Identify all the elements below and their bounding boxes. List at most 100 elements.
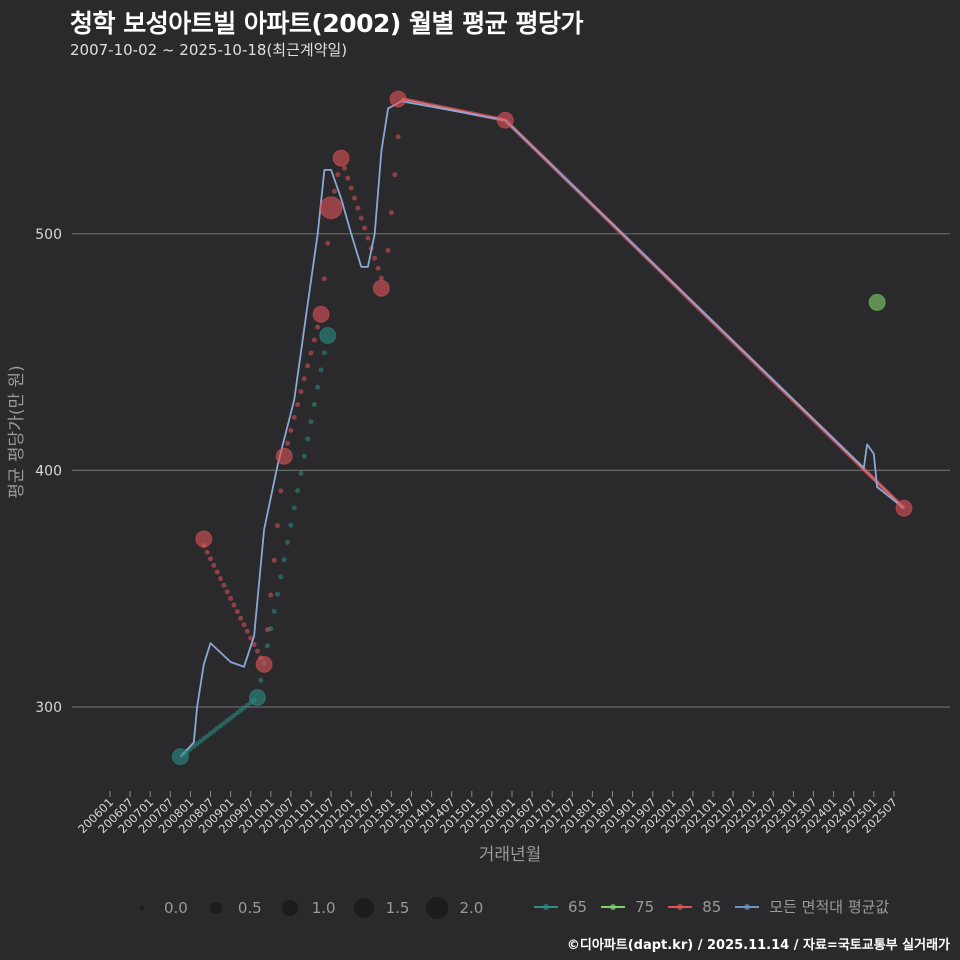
trail-dot xyxy=(224,589,230,595)
size-legend: 0.0 0.5 1.0 1.5 2.0 xyxy=(130,896,499,920)
trail-dot xyxy=(291,414,297,420)
size-circle-icon xyxy=(281,900,298,916)
data-point-85 xyxy=(496,111,514,129)
size-legend-label: 2.0 xyxy=(459,899,484,917)
trail-dot xyxy=(295,402,301,408)
trail-dot xyxy=(321,276,327,282)
trail-dot xyxy=(388,210,394,216)
color-legend-item: 85 xyxy=(668,898,721,916)
trail-dot xyxy=(318,367,324,373)
data-point-85 xyxy=(372,279,390,297)
color-legend-item: 65 xyxy=(534,898,587,916)
trail-dot xyxy=(264,627,270,633)
trail-dot xyxy=(385,247,391,253)
trail-dot xyxy=(264,643,270,649)
trail-dot xyxy=(275,591,280,597)
trail-dot xyxy=(244,628,250,634)
trail-dot xyxy=(278,488,284,494)
trail-dot xyxy=(278,574,284,580)
trail-dot xyxy=(311,401,317,407)
chart-title: 청학 보성아트빌 아파트(2002) 월별 평균 평당가 xyxy=(70,9,583,38)
trail-dot xyxy=(288,427,294,433)
line-swatch-icon xyxy=(601,903,626,910)
trail-dot xyxy=(392,172,398,178)
trail-dot xyxy=(348,185,354,191)
trail-dot xyxy=(331,188,337,194)
size-legend-label: 1.0 xyxy=(311,899,336,917)
trail-dot xyxy=(268,592,274,598)
trail-dot xyxy=(204,549,210,555)
footer-credit: ©디아파트(dapt.kr) / 2025.11.14 / 자료=국토교통부 실… xyxy=(566,938,950,953)
trail-dot xyxy=(301,376,307,382)
color-legend-item: 모든 면적대 평균값 xyxy=(735,896,889,917)
trail-dot xyxy=(251,642,257,648)
color-legend-label: 모든 면적대 평균값 xyxy=(769,898,890,916)
trail-dot xyxy=(221,582,227,588)
size-circle-icon xyxy=(353,898,374,918)
trail-dot xyxy=(211,562,217,568)
series-lines xyxy=(179,96,906,758)
trail-dot xyxy=(315,384,321,390)
size-legend-item: 0.0 xyxy=(130,896,188,920)
trail-dot xyxy=(254,648,260,654)
grid-lines xyxy=(72,233,950,708)
data-point-85 xyxy=(332,149,350,167)
trail-dot xyxy=(241,622,247,628)
chart-subtitle: 2007-10-02 ~ 2025-10-18(최근계약일) xyxy=(70,41,348,59)
trail-dot xyxy=(305,436,311,442)
trail-dot xyxy=(362,225,368,231)
data-point-85 xyxy=(389,90,407,108)
color-legend-label: 75 xyxy=(635,897,655,916)
trail-dot xyxy=(375,265,381,271)
size-legend-item: 2.0 xyxy=(425,896,483,920)
color-legend: 65 75 85 모든 면적대 평균값 xyxy=(534,896,903,917)
size-legend-item: 1.5 xyxy=(352,896,410,920)
size-circle-icon xyxy=(209,902,222,914)
size-legend-label: 1.5 xyxy=(385,899,410,917)
data-point-65 xyxy=(171,748,189,766)
trail-dot xyxy=(308,350,314,356)
trail-dot xyxy=(218,576,224,582)
size-legend-label: 0.5 xyxy=(237,899,262,917)
trail-dot xyxy=(335,172,341,178)
line-swatch-icon xyxy=(668,903,693,910)
trail-dot xyxy=(298,389,304,395)
trail-dot xyxy=(311,337,317,343)
trail-dot xyxy=(285,539,291,545)
y-tick-label: 300 xyxy=(35,700,62,716)
trail-dot xyxy=(228,595,234,601)
size-legend-label: 0.0 xyxy=(164,899,188,917)
data-point-75 xyxy=(868,293,886,311)
data-point-85 xyxy=(312,305,330,323)
color-legend-label: 65 xyxy=(568,897,588,916)
size-circle-icon xyxy=(426,897,449,919)
trail-dot xyxy=(291,505,297,511)
trail-dot xyxy=(258,677,264,683)
trail-dot xyxy=(372,255,378,261)
trail-dot xyxy=(358,215,364,221)
trail-dot xyxy=(352,195,358,201)
trail-dot xyxy=(342,165,347,171)
trail-dot xyxy=(208,556,213,562)
size-legend-item: 0.5 xyxy=(204,896,262,920)
trail-dot xyxy=(234,609,240,615)
trail-dot xyxy=(345,175,351,181)
chart-plot: 300 400 500 200601200607200701200707200801… xyxy=(7,90,950,865)
data-points xyxy=(171,90,913,766)
trail-dot xyxy=(301,453,307,459)
interpolated-dots xyxy=(181,134,401,757)
y-tick-label: 500 xyxy=(35,227,62,243)
trail-dot xyxy=(214,569,220,575)
trail-dot xyxy=(271,608,277,614)
data-point-65 xyxy=(319,327,337,345)
trail-dot xyxy=(395,134,401,140)
average-line xyxy=(179,100,905,758)
trail-dot xyxy=(305,363,311,369)
trail-dot xyxy=(325,240,331,246)
y-axis-ticks: 300 400 500 xyxy=(35,227,62,716)
trail-dot xyxy=(285,440,291,446)
trail-dot xyxy=(275,523,280,529)
trail-dot xyxy=(248,635,254,641)
trail-dot xyxy=(308,419,314,425)
line-swatch-icon xyxy=(534,903,558,910)
